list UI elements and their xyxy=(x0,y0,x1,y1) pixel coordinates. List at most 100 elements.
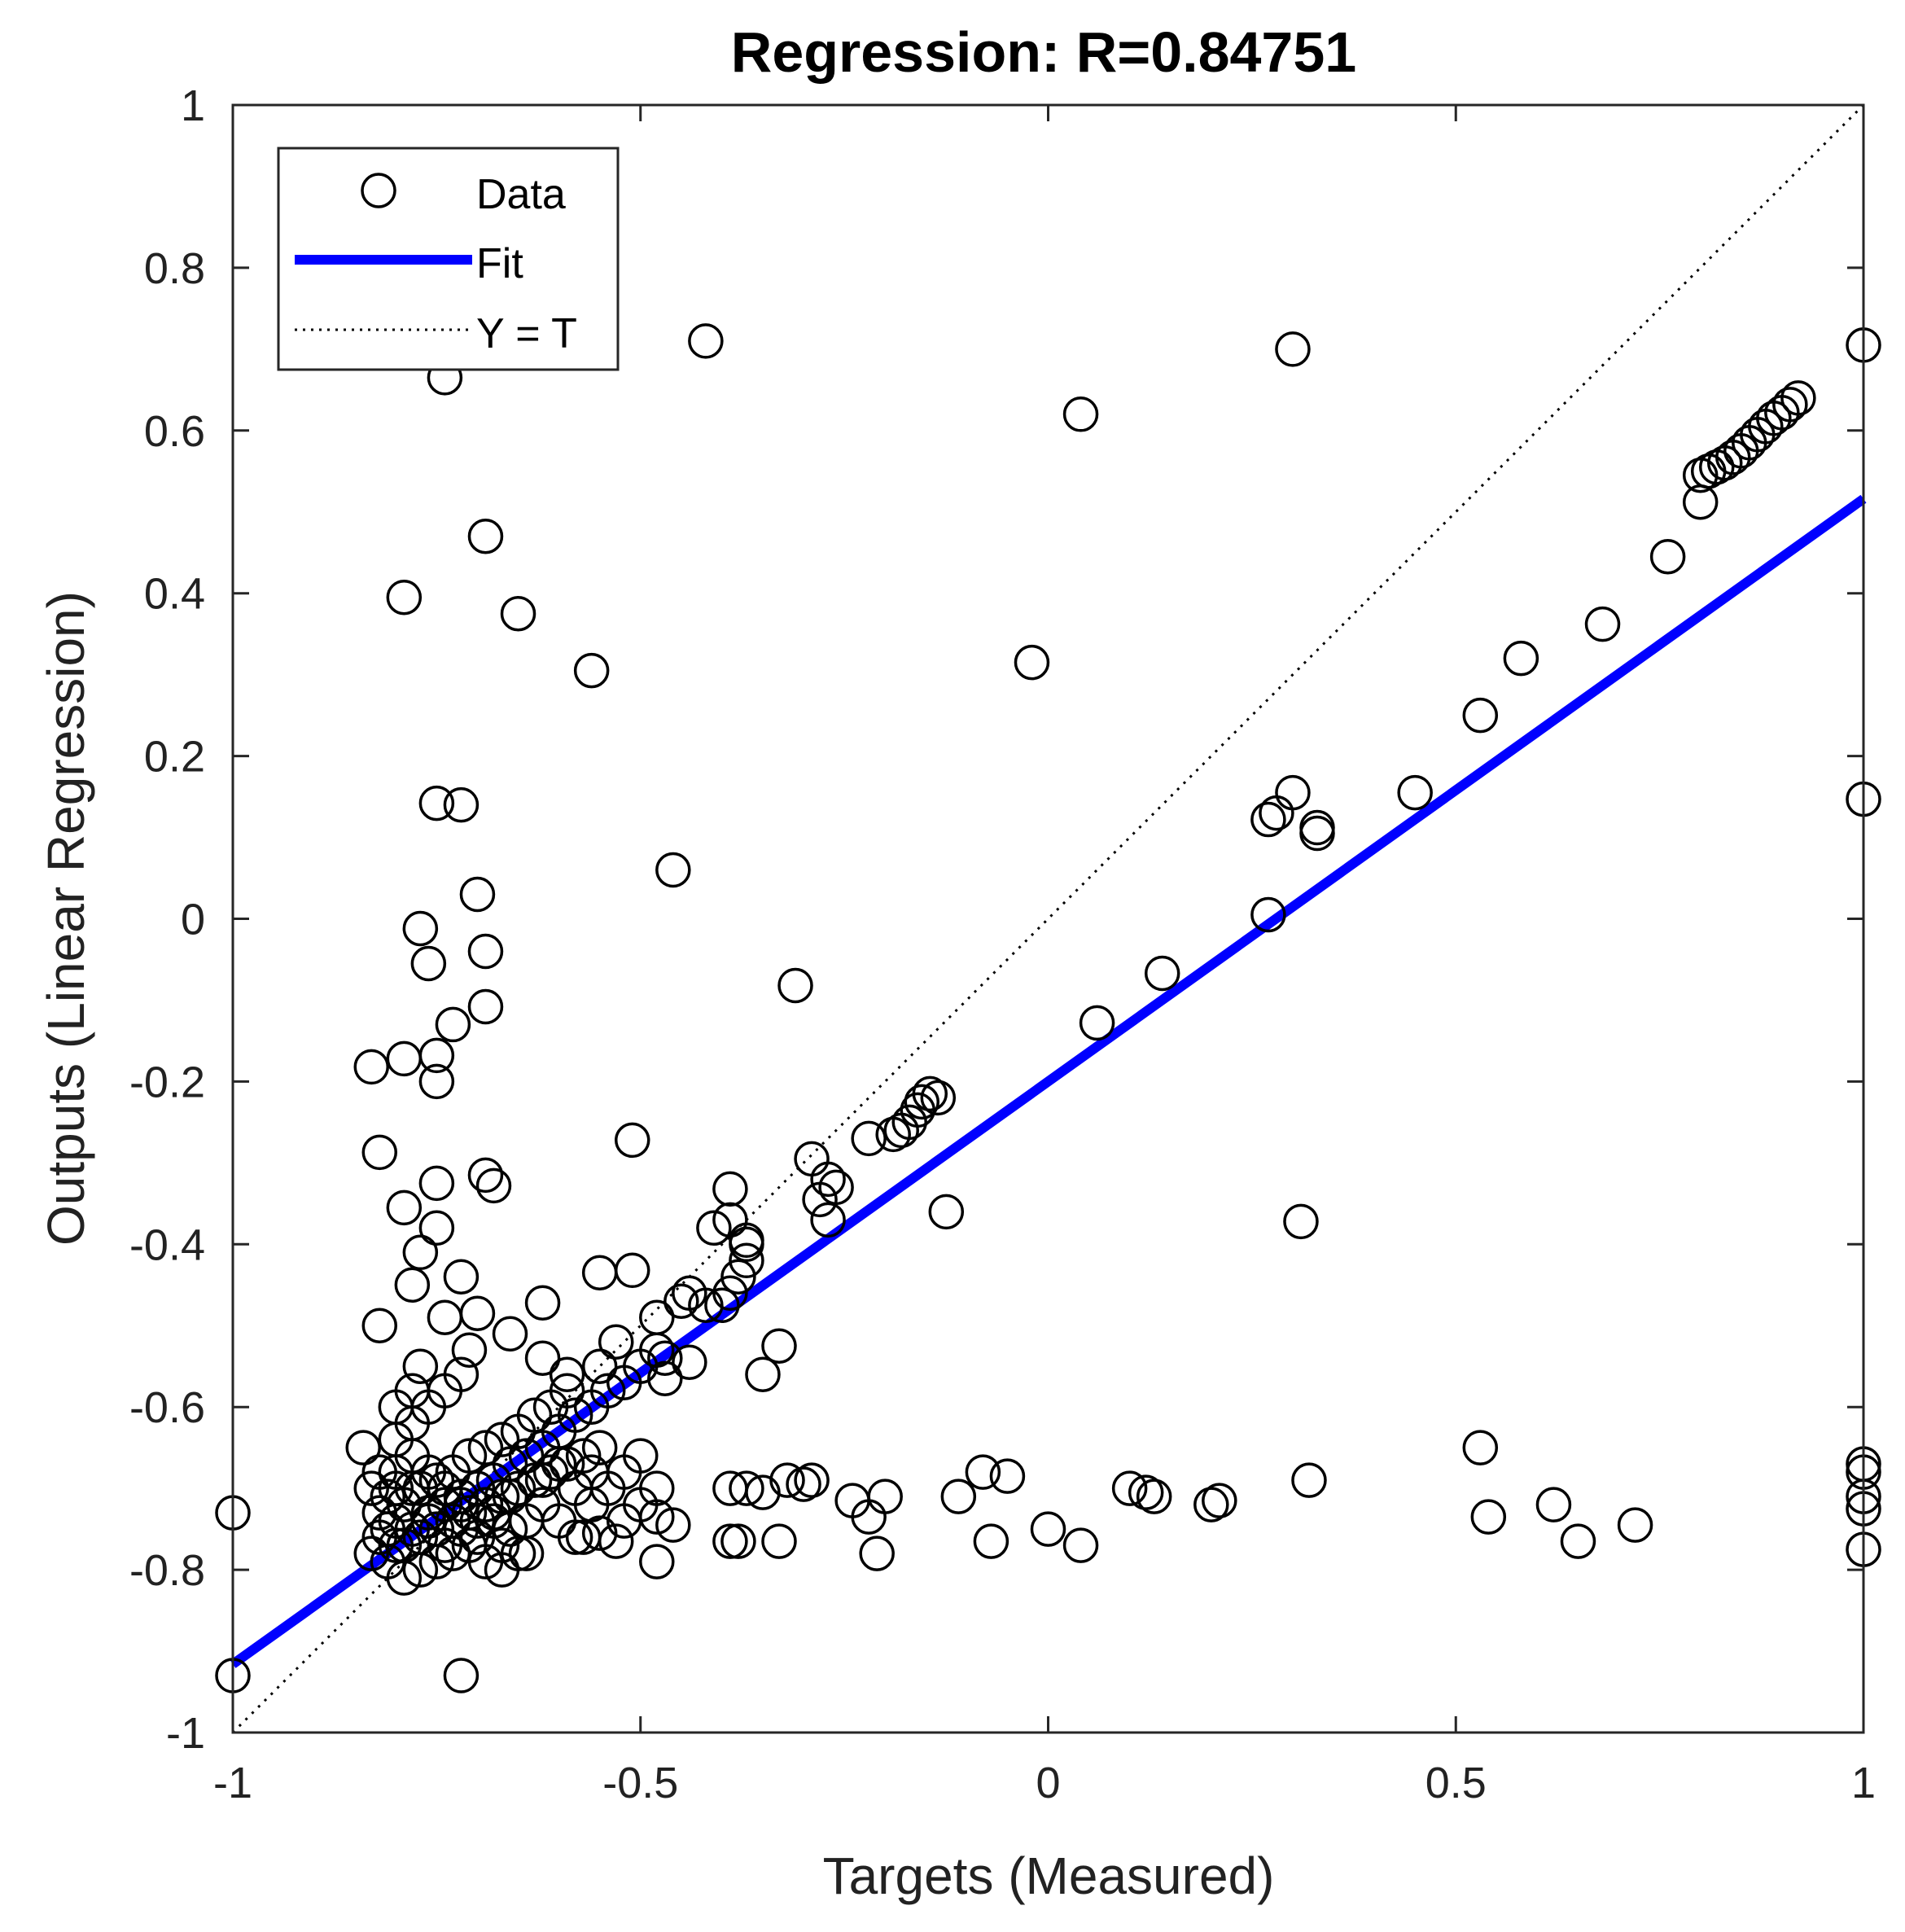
data-point xyxy=(532,1454,569,1490)
data-point xyxy=(402,1470,439,1506)
data-point xyxy=(769,1462,805,1498)
data-point xyxy=(1062,1527,1099,1563)
data-point xyxy=(475,1503,512,1539)
data-point xyxy=(557,1397,593,1433)
data-point xyxy=(516,1397,553,1433)
data-point xyxy=(549,1446,585,1482)
data-point xyxy=(418,1165,455,1202)
data-point xyxy=(639,1544,675,1579)
data-point xyxy=(1617,1507,1653,1543)
data-point xyxy=(500,1536,536,1571)
data-point xyxy=(1682,458,1719,493)
data-point xyxy=(729,1470,764,1506)
data-point xyxy=(1062,396,1099,432)
y-tick-label: 0 xyxy=(181,896,205,944)
data-point xyxy=(549,1373,585,1408)
data-point xyxy=(443,1259,480,1295)
data-point xyxy=(402,1519,439,1555)
data-point xyxy=(1275,331,1311,367)
data-point xyxy=(475,1495,512,1531)
data-point xyxy=(394,1373,431,1408)
data-point xyxy=(867,1479,903,1514)
data-point xyxy=(1111,1470,1148,1506)
data-point xyxy=(418,785,455,821)
data-point xyxy=(1397,774,1433,811)
data-point xyxy=(467,518,504,554)
data-point xyxy=(386,579,423,616)
data-point xyxy=(353,1049,390,1085)
data-point xyxy=(1014,644,1050,681)
data-point xyxy=(361,1134,398,1171)
data-point xyxy=(647,1340,683,1376)
data-point xyxy=(581,1348,618,1384)
data-point xyxy=(1144,955,1180,992)
x-tick-label: -1 xyxy=(213,1759,252,1807)
data-point xyxy=(467,988,504,1025)
data-point xyxy=(451,1332,488,1368)
data-point xyxy=(928,1194,965,1230)
data-points-layer xyxy=(215,323,1881,1693)
data-point xyxy=(1079,1005,1115,1041)
data-point xyxy=(386,1189,423,1226)
legend: Data Fit Y = T xyxy=(277,147,620,371)
y-tick-label: -0.8 xyxy=(129,1546,205,1595)
legend-data-label: Data xyxy=(476,171,566,218)
data-point xyxy=(818,1169,854,1206)
data-point xyxy=(912,1076,948,1112)
data-point xyxy=(361,1519,398,1555)
data-point xyxy=(484,1422,520,1457)
data-point xyxy=(451,1438,488,1474)
data-point xyxy=(1535,1487,1572,1522)
data-point xyxy=(639,1499,675,1535)
data-point xyxy=(516,1462,553,1498)
data-point xyxy=(1283,1203,1319,1240)
data-point xyxy=(1275,774,1311,811)
data-point xyxy=(1462,697,1499,734)
data-point xyxy=(484,1527,520,1563)
data-point xyxy=(549,1356,585,1392)
data-point xyxy=(745,1474,781,1510)
data-point xyxy=(524,1285,561,1321)
y-tick-label: 0.8 xyxy=(144,244,205,293)
data-point xyxy=(581,1430,618,1465)
legend-identity-label: Y = T xyxy=(476,310,577,357)
data-point xyxy=(712,1171,748,1207)
data-point xyxy=(1470,1499,1507,1535)
data-point xyxy=(378,1470,414,1506)
data-point xyxy=(589,1373,626,1408)
data-point xyxy=(361,1308,398,1343)
data-point xyxy=(418,1037,455,1074)
data-point xyxy=(704,1287,740,1324)
data-point xyxy=(402,910,439,947)
data-point xyxy=(410,1495,447,1531)
data-point xyxy=(402,1348,439,1384)
data-point xyxy=(508,1438,545,1474)
data-point xyxy=(729,1222,764,1259)
data-point xyxy=(427,1527,463,1563)
y-tick-label: 0.2 xyxy=(144,733,205,782)
data-point xyxy=(940,1479,977,1514)
data-point xyxy=(402,1234,439,1271)
data-point xyxy=(663,1283,699,1320)
data-point xyxy=(920,1080,957,1116)
x-tick-label: 1 xyxy=(1851,1759,1876,1807)
data-point xyxy=(386,1527,423,1563)
data-point xyxy=(573,1454,610,1490)
data-point xyxy=(1772,387,1808,423)
data-point xyxy=(810,1202,846,1238)
data-point xyxy=(786,1466,821,1502)
data-point xyxy=(394,1267,431,1303)
data-point xyxy=(672,1344,707,1380)
legend-data-marker-icon xyxy=(361,173,396,208)
data-point xyxy=(484,1479,520,1514)
data-point xyxy=(459,876,496,913)
data-point xyxy=(623,1438,659,1474)
y-tick-label: -0.6 xyxy=(129,1383,205,1432)
data-point xyxy=(891,1104,927,1141)
data-point xyxy=(451,1495,488,1531)
data-point xyxy=(1649,538,1686,575)
data-point xyxy=(500,595,536,632)
y-tick-label: 1 xyxy=(181,81,205,130)
data-point xyxy=(688,1287,724,1324)
data-point xyxy=(1193,1487,1229,1522)
